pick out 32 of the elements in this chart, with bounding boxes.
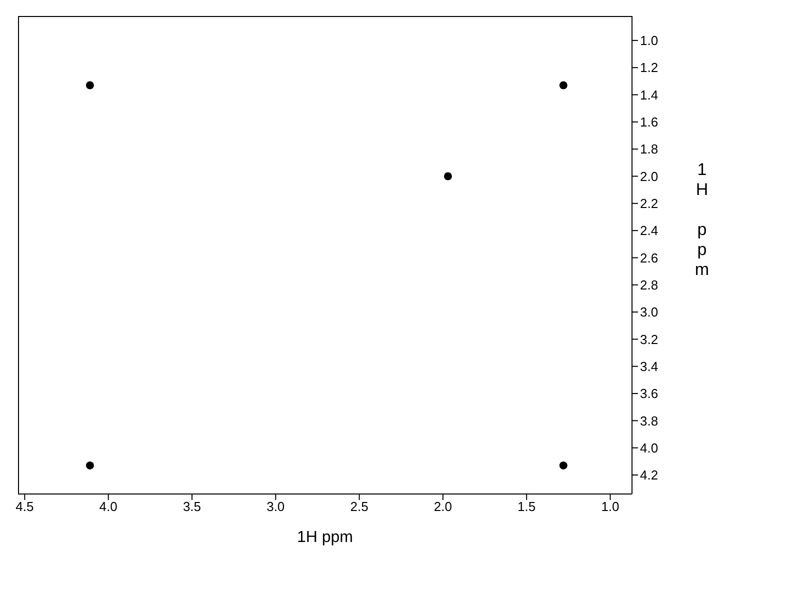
y-tick-label: 4.2: [640, 468, 658, 483]
text: 1H ppm: [694, 160, 710, 279]
point: [559, 81, 568, 90]
point: [86, 461, 94, 470]
x-tick-label: 2.0: [434, 499, 452, 514]
x-tick-label: 1.0: [601, 499, 620, 514]
x-tick-label: 3.0: [266, 499, 285, 514]
x-tick-label: 3.5: [182, 499, 202, 514]
x-tick-label: 2.5: [350, 499, 368, 514]
y-tick-label: 1.8: [640, 142, 658, 157]
y-tick-label: 2.4: [640, 223, 658, 238]
x-axis-title: 1H ppm: [296, 529, 354, 546]
x-tick-label: 1.5: [518, 499, 536, 514]
y-tick-label: 2.2: [640, 196, 658, 212]
y-tick-label: 1.6: [640, 114, 658, 130]
point: [559, 461, 568, 470]
y-tick-label: 1.4: [640, 87, 658, 102]
y-tick-label: 2.8: [640, 277, 658, 292]
y-tick-label: 3.8: [640, 413, 658, 428]
point: [444, 172, 452, 180]
y-tick-label: 1.2: [640, 60, 658, 76]
y-tick-label: 3.0: [640, 304, 658, 320]
x-tick-label: 4.5: [16, 499, 34, 514]
y-tick-label: 3.4: [640, 358, 658, 374]
point: [86, 81, 94, 90]
y-tick-label: 1.0: [640, 33, 658, 48]
y-tick-label: 3.2: [640, 332, 658, 347]
y-tick-label: 4.0: [640, 440, 658, 456]
x-tick-label: 4.0: [99, 499, 118, 514]
y-tick-label: 2.6: [640, 250, 658, 266]
y-tick-label: 3.6: [640, 386, 658, 402]
y-tick-label: 2.0: [640, 168, 658, 184]
